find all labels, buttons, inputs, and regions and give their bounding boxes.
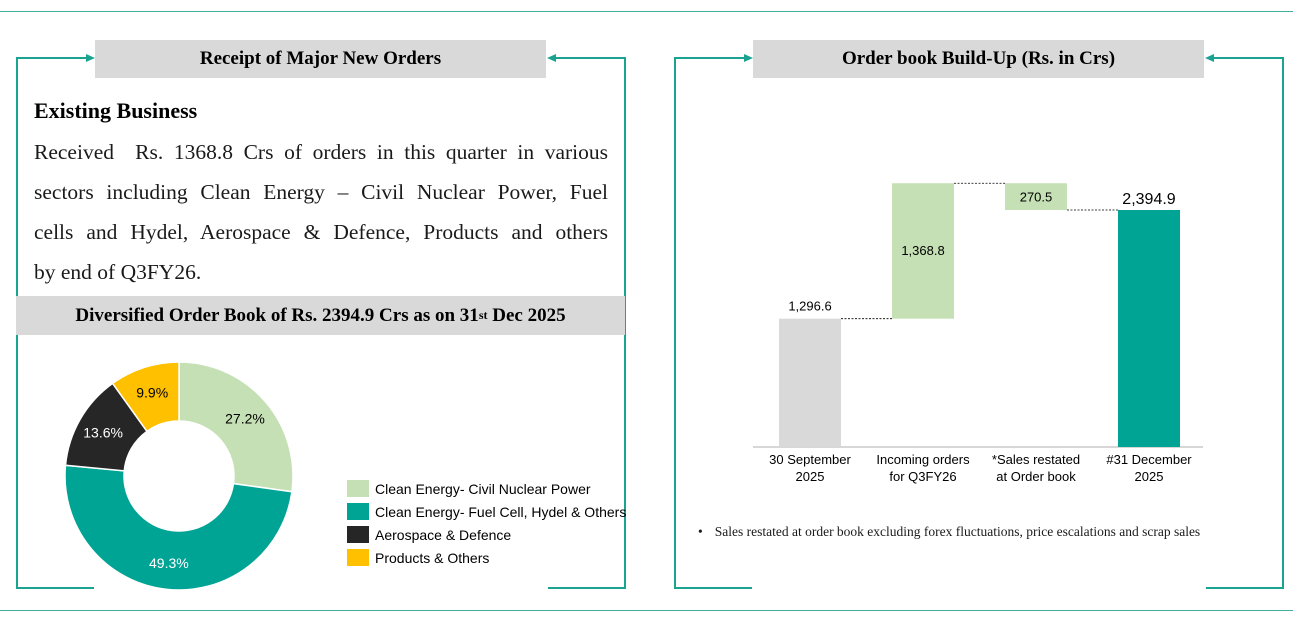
left-header: Receipt of Major New Orders bbox=[95, 40, 546, 78]
waterfall-category-label: *Sales restated bbox=[992, 452, 1080, 467]
legend-item: Products & Others bbox=[347, 546, 626, 569]
left-frame-top-left bbox=[16, 57, 90, 59]
right-header-text: Order book Build-Up (Rs. in Crs) bbox=[841, 48, 1116, 69]
body-line: cells and Hydel, Aerospace & Defence, Pr… bbox=[34, 220, 608, 244]
legend-swatch bbox=[347, 480, 369, 497]
body-line: by end of Q3FY26. bbox=[34, 260, 202, 284]
legend-label: Aerospace & Defence bbox=[375, 526, 512, 543]
legend-swatch bbox=[347, 503, 369, 520]
waterfall-bar bbox=[892, 183, 954, 319]
body-line: Received Rs. 1368.8 Crs of orders in thi… bbox=[34, 140, 608, 164]
donut-slice-label: 49.3% bbox=[149, 555, 189, 571]
waterfall-category-label: 30 September bbox=[769, 452, 851, 467]
donut-slice bbox=[64, 464, 293, 591]
left-frame-right bbox=[624, 57, 626, 587]
legend-label: Products & Others bbox=[375, 549, 490, 566]
waterfall-value-label: 1,368.8 bbox=[901, 243, 944, 258]
subheader-prefix: Diversified Order Book of Rs. 2394.9 Crs… bbox=[75, 304, 479, 326]
section-title: Existing Business bbox=[34, 98, 198, 123]
waterfall-chart: 1,296.6 30 September 2025 1,368.8 Incoming o… bbox=[753, 182, 1203, 484]
donut-slice-label: 27.2% bbox=[225, 411, 265, 427]
waterfall-category-label: #31 December bbox=[1106, 452, 1192, 467]
right-frame-left bbox=[674, 57, 676, 587]
subheader-sup: st bbox=[478, 308, 488, 322]
donut-chart: 27.2% 49.3% 13.6% 9.9% bbox=[64, 361, 294, 591]
waterfall-category-label: 2025 bbox=[796, 469, 825, 484]
order-book-subheader: Diversified Order Book of Rs. 2394.9 Crs… bbox=[16, 296, 625, 335]
waterfall-bar bbox=[1118, 210, 1180, 447]
waterfall-bar bbox=[1005, 183, 1067, 210]
donut-slice-label: 9.9% bbox=[136, 385, 168, 401]
legend-label: Clean Energy- Fuel Cell, Hydel & Others bbox=[375, 503, 627, 520]
right-frame-top-right bbox=[1210, 57, 1283, 59]
bullet-icon: • bbox=[698, 524, 703, 539]
right-frame-bottom-left bbox=[674, 587, 752, 589]
legend-label: Clean Energy- Civil Nuclear Power bbox=[375, 480, 591, 497]
right-frame-top-left bbox=[674, 57, 748, 59]
donut-slice-label: 13.6% bbox=[83, 424, 123, 440]
donut-slice bbox=[178, 361, 294, 493]
legend-item: Clean Energy- Civil Nuclear Power bbox=[347, 477, 626, 500]
right-header: Order book Build-Up (Rs. in Crs) bbox=[753, 40, 1204, 78]
waterfall-value-label: 270.5 bbox=[1020, 190, 1053, 205]
waterfall-category-label: for Q3FY26 bbox=[889, 469, 956, 484]
legend-swatch bbox=[347, 549, 369, 566]
waterfall-category-label: 2025 bbox=[1135, 469, 1164, 484]
legend-item: Clean Energy- Fuel Cell, Hydel & Others bbox=[347, 500, 626, 523]
top-divider bbox=[0, 11, 1293, 12]
left-header-text: Receipt of Major New Orders bbox=[199, 48, 442, 69]
left-frame-bottom-left bbox=[16, 587, 94, 589]
left-frame-top-right bbox=[552, 57, 625, 59]
legend-swatch bbox=[347, 526, 369, 543]
footnote-text: Sales restated at order book excluding f… bbox=[714, 524, 1201, 539]
bottom-divider bbox=[0, 610, 1293, 611]
left-frame-arrowheads bbox=[86, 54, 556, 62]
body-paragraph: Received Rs. 1368.8 Crs of orders in thi… bbox=[34, 132, 608, 292]
arrowhead-right-icon bbox=[86, 54, 95, 62]
right-frame-bottom-right bbox=[1206, 587, 1284, 589]
subheader-suffix: Dec 2025 bbox=[487, 304, 566, 326]
donut-legend: Clean Energy- Civil Nuclear Power Clean E… bbox=[347, 477, 626, 569]
waterfall-bar bbox=[779, 318, 841, 447]
footnote: • Sales restated at order book excluding … bbox=[698, 524, 1200, 540]
right-frame-right bbox=[1282, 57, 1284, 587]
waterfall-value-label: 2,394.9 bbox=[1122, 191, 1175, 208]
arrowhead-left-icon bbox=[547, 54, 556, 62]
right-frame-arrowheads bbox=[744, 54, 1214, 62]
waterfall-category-label: at Order book bbox=[996, 469, 1076, 484]
arrowhead-left-icon bbox=[1205, 54, 1214, 62]
donut-slice bbox=[111, 361, 180, 433]
arrowhead-right-icon bbox=[744, 54, 753, 62]
body-line: sectors including Clean Energy – Civil N… bbox=[34, 180, 608, 204]
waterfall-category-label: Incoming orders bbox=[876, 452, 970, 467]
left-frame-bottom-right bbox=[548, 587, 626, 589]
legend-item: Aerospace & Defence bbox=[347, 523, 626, 546]
waterfall-value-label: 1,296.6 bbox=[788, 299, 831, 314]
